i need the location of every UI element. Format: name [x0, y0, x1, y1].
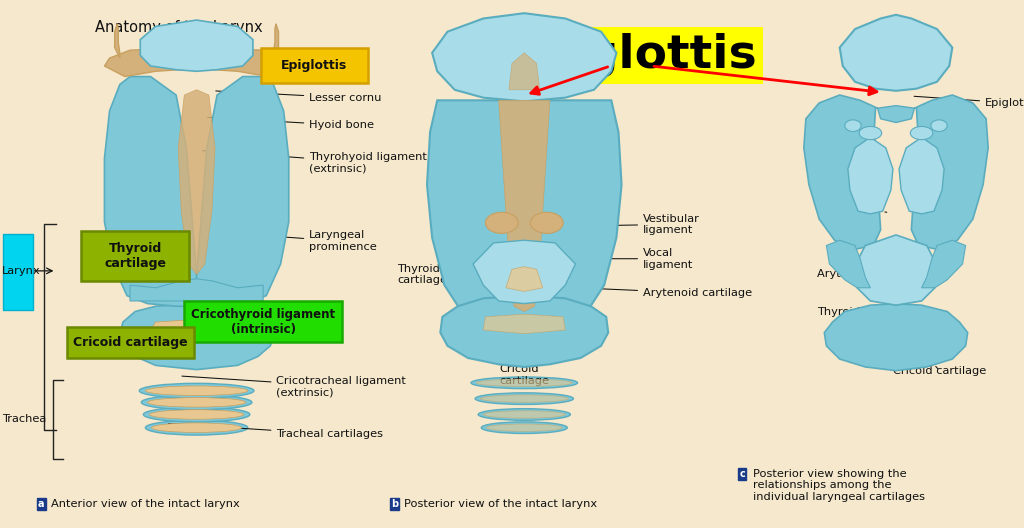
Ellipse shape: [476, 379, 572, 386]
Ellipse shape: [143, 407, 250, 422]
Text: c: c: [739, 469, 745, 479]
Polygon shape: [506, 267, 543, 291]
Polygon shape: [151, 319, 243, 342]
Polygon shape: [824, 304, 968, 371]
Text: Arytenoid cartilage: Arytenoid cartilage: [580, 288, 753, 298]
Text: Epiglottis: Epiglottis: [914, 96, 1024, 108]
FancyBboxPatch shape: [67, 327, 194, 358]
Text: Vocal
ligament: Vocal ligament: [579, 248, 693, 269]
Polygon shape: [899, 137, 944, 214]
Polygon shape: [140, 20, 253, 71]
Ellipse shape: [483, 411, 565, 418]
Ellipse shape: [486, 424, 562, 431]
Polygon shape: [440, 296, 608, 367]
Polygon shape: [840, 15, 952, 91]
Text: a: a: [38, 499, 44, 509]
Polygon shape: [509, 53, 540, 90]
Ellipse shape: [530, 212, 563, 233]
Ellipse shape: [845, 120, 861, 131]
Ellipse shape: [139, 383, 254, 398]
Ellipse shape: [145, 386, 248, 395]
Ellipse shape: [471, 377, 578, 389]
Text: Thyroid cartilage: Thyroid cartilage: [817, 307, 913, 316]
Text: Posterior view showing the
relationships among the
individual laryngeal cartilag: Posterior view showing the relationships…: [753, 469, 925, 502]
Ellipse shape: [145, 420, 248, 435]
Text: Thyrohyoid ligament
(extrinsic): Thyrohyoid ligament (extrinsic): [203, 150, 427, 173]
Ellipse shape: [931, 120, 947, 131]
Polygon shape: [804, 95, 881, 249]
Polygon shape: [499, 100, 550, 312]
Text: Cricothyroid ligament
(intrinsic): Cricothyroid ligament (intrinsic): [191, 307, 335, 336]
Ellipse shape: [859, 126, 882, 139]
Text: Cricoid cartilage: Cricoid cartilage: [73, 336, 187, 349]
Polygon shape: [911, 95, 988, 249]
Ellipse shape: [150, 410, 244, 419]
Ellipse shape: [910, 126, 933, 139]
Ellipse shape: [141, 395, 252, 410]
Polygon shape: [922, 240, 966, 288]
Text: Corniculate
cartilage: Corniculate cartilage: [817, 196, 887, 218]
Polygon shape: [120, 304, 273, 370]
Text: Epiglottis: Epiglottis: [282, 59, 347, 72]
Text: Cricoid cartilage: Cricoid cartilage: [893, 366, 986, 375]
Polygon shape: [178, 90, 215, 275]
Polygon shape: [130, 279, 263, 301]
Polygon shape: [115, 24, 120, 58]
Text: Lesser cornu: Lesser cornu: [216, 91, 382, 102]
Text: Anatomy of the Larynx: Anatomy of the Larynx: [95, 20, 263, 34]
Text: Arytenoid cartilage: Arytenoid cartilage: [817, 269, 927, 278]
Text: Cricoid
cartilage: Cricoid cartilage: [500, 351, 550, 385]
Text: Posterior view of the intact larynx: Posterior view of the intact larynx: [404, 499, 598, 509]
Polygon shape: [473, 240, 575, 304]
Ellipse shape: [147, 398, 246, 407]
Text: Hyoid bone: Hyoid bone: [208, 117, 374, 130]
Text: Cricotracheal ligament
(extrinsic): Cricotracheal ligament (extrinsic): [182, 376, 407, 397]
Text: Trachea: Trachea: [2, 414, 46, 423]
Text: Vestibular
ligament: Vestibular ligament: [581, 214, 700, 235]
FancyBboxPatch shape: [3, 234, 33, 310]
Ellipse shape: [481, 422, 567, 433]
Polygon shape: [878, 106, 914, 122]
Ellipse shape: [478, 409, 570, 420]
Polygon shape: [197, 77, 289, 306]
Ellipse shape: [475, 393, 573, 404]
Text: Epiglottis: Epiglottis: [503, 33, 757, 78]
Polygon shape: [848, 137, 893, 214]
Polygon shape: [853, 235, 939, 305]
FancyBboxPatch shape: [184, 301, 342, 342]
Text: Thyroid
cartilage: Thyroid cartilage: [397, 264, 455, 285]
Ellipse shape: [152, 423, 242, 432]
Text: Thyroid
cartilage: Thyroid cartilage: [104, 242, 166, 270]
Text: Epiglottis: Epiglottis: [435, 101, 502, 126]
Text: Laryngeal
prominence: Laryngeal prominence: [208, 231, 377, 252]
Ellipse shape: [485, 212, 518, 233]
Text: Anterior view of the intact larynx: Anterior view of the intact larynx: [51, 499, 240, 509]
Text: Cuneiform
cartilage: Cuneiform cartilage: [817, 134, 877, 155]
Polygon shape: [104, 77, 197, 306]
Polygon shape: [483, 314, 565, 334]
Ellipse shape: [480, 395, 568, 402]
Polygon shape: [273, 24, 279, 58]
Polygon shape: [432, 13, 616, 101]
Polygon shape: [427, 100, 622, 347]
FancyBboxPatch shape: [81, 231, 189, 281]
Polygon shape: [104, 48, 289, 77]
Text: Larynx: Larynx: [2, 266, 41, 276]
FancyBboxPatch shape: [261, 48, 368, 83]
Text: b: b: [391, 499, 398, 509]
Text: Tracheal cartilages: Tracheal cartilages: [169, 423, 383, 439]
Polygon shape: [826, 240, 870, 288]
